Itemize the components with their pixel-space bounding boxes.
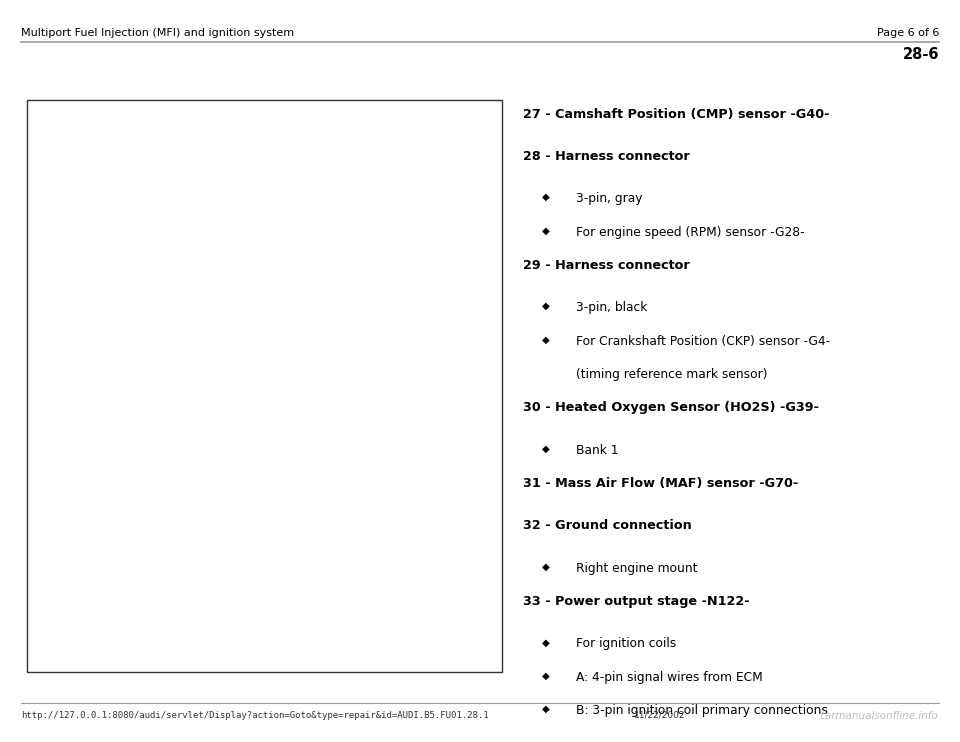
Text: ◆: ◆ — [542, 704, 550, 714]
Text: 31 - Mass Air Flow (MAF) sensor -G70-: 31 - Mass Air Flow (MAF) sensor -G70- — [523, 477, 799, 490]
Text: carmanualsonfline.info: carmanualsonfline.info — [820, 711, 939, 720]
Text: 11/22/2002: 11/22/2002 — [634, 711, 685, 720]
Text: 27 - Camshaft Position (CMP) sensor -G40-: 27 - Camshaft Position (CMP) sensor -G40… — [523, 108, 829, 121]
Text: 28 - Harness connector: 28 - Harness connector — [523, 150, 690, 163]
Text: ◆: ◆ — [542, 301, 550, 311]
Text: Page 6 of 6: Page 6 of 6 — [876, 28, 939, 38]
Text: 30 - Heated Oxygen Sensor (HO2S) -G39-: 30 - Heated Oxygen Sensor (HO2S) -G39- — [523, 401, 819, 415]
Text: (timing reference mark sensor): (timing reference mark sensor) — [576, 368, 767, 381]
Text: B: 3-pin ignition coil primary connections: B: 3-pin ignition coil primary connectio… — [576, 704, 828, 718]
Text: Bank 1: Bank 1 — [576, 444, 618, 457]
Text: 3-pin, black: 3-pin, black — [576, 301, 647, 315]
Bar — [27, 100, 502, 672]
Text: For engine speed (RPM) sensor -G28-: For engine speed (RPM) sensor -G28- — [576, 226, 804, 239]
Text: 3-pin, gray: 3-pin, gray — [576, 192, 642, 206]
Text: ◆: ◆ — [542, 671, 550, 680]
Text: A: 4-pin signal wires from ECM: A: 4-pin signal wires from ECM — [576, 671, 763, 684]
Text: For Crankshaft Position (CKP) sensor -G4-: For Crankshaft Position (CKP) sensor -G4… — [576, 335, 830, 348]
Text: ◆: ◆ — [542, 444, 550, 453]
Text: ◆: ◆ — [542, 637, 550, 647]
Text: 28-6: 28-6 — [902, 47, 939, 62]
Text: Right engine mount: Right engine mount — [576, 562, 698, 575]
Text: 29 - Harness connector: 29 - Harness connector — [523, 259, 690, 272]
Text: ◆: ◆ — [542, 192, 550, 202]
Text: 32 - Ground connection: 32 - Ground connection — [523, 519, 692, 533]
Text: Multiport Fuel Injection (MFI) and ignition system: Multiport Fuel Injection (MFI) and ignit… — [21, 28, 295, 38]
Text: ◆: ◆ — [542, 226, 550, 235]
Text: ◆: ◆ — [542, 562, 550, 571]
Text: http://127.0.0.1:8080/audi/servlet/Display?action=Goto&type=repair&id=AUDI.B5.FU: http://127.0.0.1:8080/audi/servlet/Displ… — [21, 711, 489, 720]
Text: For ignition coils: For ignition coils — [576, 637, 676, 651]
Text: 33 - Power output stage -N122-: 33 - Power output stage -N122- — [523, 595, 750, 608]
Text: ◆: ◆ — [542, 335, 550, 344]
